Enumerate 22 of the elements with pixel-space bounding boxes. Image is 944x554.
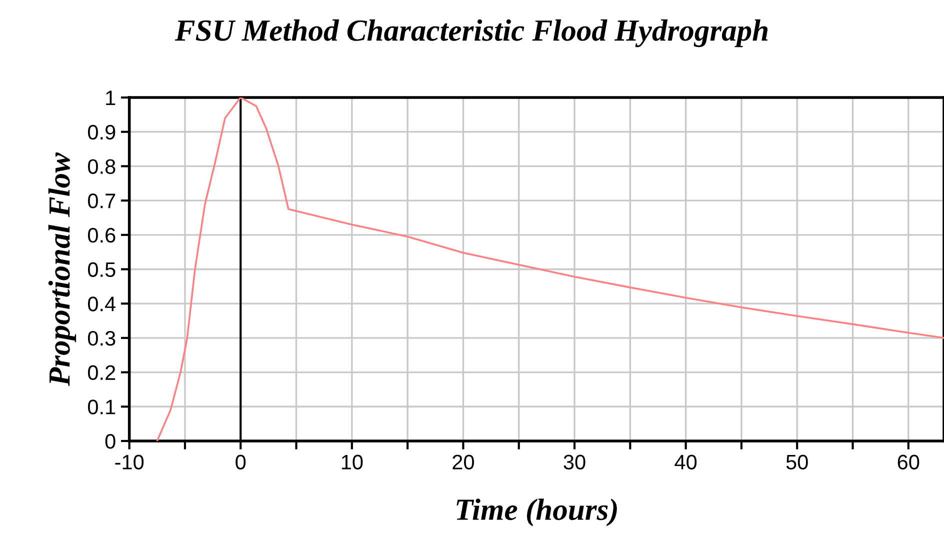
y-tick-label: 0.3 (88, 330, 116, 346)
y-tick-label: 0.7 (88, 194, 116, 208)
x-tick-label: 0 (236, 454, 246, 470)
y-tick-label: 0.6 (88, 228, 116, 243)
x-tick-label: 30 (564, 454, 586, 470)
y-tick-label: 0.9 (88, 124, 116, 140)
y-tick-label: 0.4 (88, 296, 116, 312)
y-axis-title: Proportional Flow (48, 152, 76, 386)
x-tick-label: -10 (115, 454, 144, 470)
x-tick-label: 60 (898, 454, 920, 470)
y-tick-label: 0.2 (88, 365, 116, 380)
x-tick-label: 10 (342, 454, 363, 470)
x-tick-label: 40 (674, 454, 697, 470)
y-tick-label: 0.8 (88, 159, 116, 174)
x-axis-title: Time (hours) (456, 498, 617, 526)
x-tick-label: 50 (786, 454, 808, 470)
y-tick-label: 1 (106, 90, 116, 106)
y-tick-label: 0 (105, 434, 116, 449)
chart-title: FSU Method Characteristic Flood Hydrograph (174, 19, 768, 48)
y-tick-label: 0.5 (88, 262, 116, 277)
y-tick-label: 0.1 (88, 400, 116, 414)
x-tick-label: 20 (452, 454, 474, 470)
